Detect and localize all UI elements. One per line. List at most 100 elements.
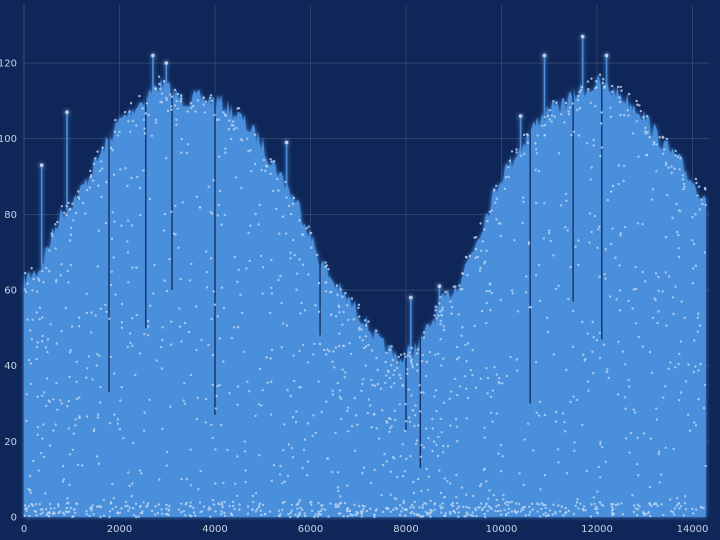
data-point — [183, 382, 186, 385]
data-point — [610, 505, 614, 508]
data-point — [618, 309, 622, 312]
data-point — [334, 505, 338, 509]
data-point — [126, 184, 129, 188]
data-point — [438, 302, 441, 305]
data-point — [691, 507, 694, 511]
data-point — [325, 264, 328, 267]
data-point — [593, 502, 596, 505]
data-point — [37, 277, 40, 280]
x-tick-label: 0 — [21, 524, 27, 535]
data-point — [513, 239, 516, 242]
data-point — [138, 186, 141, 190]
data-point — [283, 480, 286, 483]
data-point — [113, 130, 117, 133]
data-point — [118, 427, 122, 431]
data-point — [646, 131, 649, 134]
data-point — [468, 254, 471, 258]
data-point — [244, 480, 247, 484]
data-point — [587, 88, 590, 91]
data-point — [26, 282, 29, 285]
data-point — [446, 445, 450, 448]
data-point — [656, 321, 659, 325]
data-point — [501, 382, 504, 385]
data-point — [297, 514, 301, 517]
data-point — [627, 114, 630, 117]
data-point — [614, 503, 618, 507]
data-point — [74, 211, 78, 215]
data-point — [455, 425, 459, 428]
data-point — [543, 116, 546, 119]
data-point — [319, 509, 323, 513]
data-point — [310, 500, 313, 504]
data-point — [297, 501, 300, 504]
data-point — [54, 247, 57, 250]
data-point — [271, 190, 275, 193]
data-point — [642, 432, 646, 435]
data-point — [552, 353, 555, 356]
data-point — [176, 92, 180, 96]
data-point — [311, 434, 314, 437]
data-point — [554, 512, 557, 515]
data-point — [373, 412, 376, 416]
data-point — [469, 368, 472, 372]
data-point — [159, 87, 162, 91]
data-point — [465, 493, 468, 496]
data-point — [684, 495, 687, 498]
data-point — [299, 385, 302, 389]
data-point — [68, 351, 72, 354]
data-point — [362, 378, 365, 381]
data-point — [619, 234, 622, 237]
data-point — [381, 409, 384, 412]
data-point — [353, 397, 356, 400]
data-point — [564, 512, 567, 515]
data-point — [609, 243, 613, 246]
data-point — [163, 212, 167, 216]
data-point — [85, 292, 89, 296]
data-point — [298, 511, 301, 514]
data-point — [592, 372, 595, 375]
data-point — [498, 377, 501, 380]
data-point — [537, 170, 541, 173]
data-point — [634, 507, 637, 510]
data-point — [465, 511, 468, 514]
data-point — [338, 389, 341, 392]
data-point — [284, 180, 287, 184]
data-point — [404, 402, 407, 406]
data-point — [27, 505, 31, 508]
data-point — [639, 109, 642, 113]
data-point — [231, 504, 235, 508]
x-tick-label: 2000 — [107, 524, 132, 535]
data-point — [180, 97, 183, 100]
data-point — [460, 486, 464, 489]
data-point — [181, 201, 184, 204]
data-point — [120, 386, 123, 389]
data-point — [338, 344, 341, 348]
data-point — [156, 511, 160, 515]
data-point — [100, 160, 103, 163]
data-point — [292, 196, 296, 200]
data-point — [314, 513, 317, 516]
data-point — [246, 505, 250, 508]
data-point — [112, 497, 115, 500]
data-point — [535, 201, 538, 205]
data-point — [410, 346, 413, 350]
data-point — [522, 133, 526, 137]
spike-point — [542, 53, 547, 58]
data-point — [575, 398, 579, 402]
data-point — [180, 151, 183, 154]
spike-point — [284, 140, 289, 145]
data-point — [325, 400, 328, 403]
data-point — [270, 479, 273, 482]
data-point — [454, 285, 457, 288]
data-point — [439, 319, 442, 322]
data-point — [38, 503, 41, 506]
data-point — [565, 368, 568, 372]
data-point — [699, 324, 702, 327]
data-point — [350, 425, 354, 428]
data-point — [402, 501, 405, 505]
data-point — [489, 309, 492, 312]
data-point — [129, 341, 132, 345]
data-point — [165, 98, 168, 102]
data-point — [435, 409, 438, 413]
